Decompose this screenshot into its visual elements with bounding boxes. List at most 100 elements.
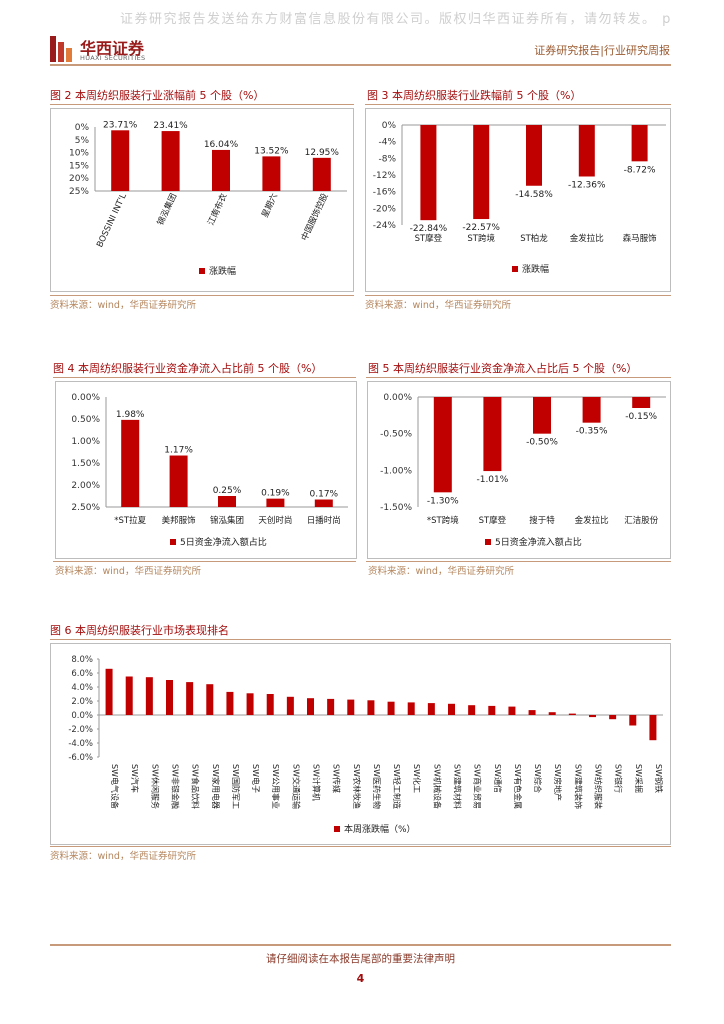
data-label: 23.41% [153, 121, 188, 131]
category-label: SW纺织服装 [594, 764, 604, 809]
figure-5-source: 资料来源：wind，华西证券研究所 [368, 566, 514, 577]
figure-6-svg: 8.0% 6.0% 4.0% 2.0% 0.0% -2.0% -4.0% -6.0% SW电气设… [68, 655, 664, 835]
bar [448, 703, 455, 715]
y-tick-label: -16% [373, 188, 397, 198]
bar [473, 125, 490, 220]
bar [145, 677, 153, 715]
category-label: ST摩登 [479, 515, 507, 526]
y-tick-label: 0.50% [71, 415, 100, 425]
category-label: 锦泓集团 [210, 515, 244, 526]
category-label: SW钢铁 [654, 764, 664, 793]
data-label: -12.36% [568, 181, 606, 191]
logo-subtitle: HUAXI SECURITIES [80, 54, 146, 62]
legend-label: 5日资金净流入额占比 [180, 536, 267, 548]
y-tick-label: -20% [373, 204, 397, 214]
data-label: 23.71% [103, 120, 138, 130]
y-tick-label: -0.50% [380, 430, 412, 440]
category-label: 日播时尚 [307, 515, 341, 526]
data-label: -0.35% [576, 427, 608, 437]
bar [582, 397, 601, 423]
legend-swatch [170, 539, 176, 545]
figure-4-title-line [53, 377, 356, 378]
y-tick-label: 2.00% [71, 481, 100, 491]
category-label: SW有色金属 [513, 764, 523, 809]
category-label: SW化工 [412, 764, 422, 793]
y-tick-label: 0% [382, 121, 397, 131]
legend-swatch [199, 268, 205, 274]
category-label: SW通信 [493, 764, 503, 793]
bar [105, 668, 113, 715]
bar [166, 680, 173, 715]
y-tick-label: 6.0% [71, 669, 93, 679]
figure-3-title: 图 3 本周纺织服装行业跌幅前 5 个股（%） [367, 89, 582, 102]
bar [578, 125, 595, 177]
bar [262, 156, 281, 191]
category-label: SW电子 [251, 764, 261, 793]
category-label: 搜于特 [529, 515, 555, 526]
figure-3-svg: 0% -4% -8% -12% -16% -20% -24% -22.84%ST摩登 -22.5… [373, 121, 666, 275]
data-label: -22.57% [462, 223, 500, 233]
y-tick-label: 8.0% [71, 655, 93, 665]
category-label: SW农林牧渔 [352, 764, 362, 809]
bar [609, 715, 617, 720]
data-label: -1.01% [476, 475, 508, 485]
category-label: 金发拉比 [570, 233, 604, 244]
footer-disclaimer: 请仔细阅读在本报告尾部的重要法律声明 [266, 953, 455, 965]
figure-4-source: 资料来源：wind，华西证券研究所 [55, 566, 201, 577]
y-tick-label: 10% [69, 149, 89, 159]
bar [407, 702, 415, 715]
category-label: SW轻工制造 [392, 764, 402, 809]
bar [427, 703, 435, 715]
bar [111, 130, 130, 191]
legend-swatch [512, 266, 518, 272]
category-label: SW建筑材料 [453, 764, 463, 809]
data-label: -8.72% [624, 165, 656, 175]
category-label: SW银行 [614, 764, 624, 793]
y-tick-label: 1.00% [71, 437, 100, 447]
report-type: 证券研究报告|行业研究周报 [534, 44, 670, 57]
bar [528, 710, 536, 715]
data-label: 0.25% [213, 486, 242, 496]
figure-4-source-line [53, 561, 356, 562]
figure-5-svg: 0.00% -0.50% -1.00% -1.50% -1.30% *ST跨境 -1.01%… [380, 393, 666, 548]
figure-3-chart: 0% -4% -8% -12% -16% -20% -24% -22.84% ST摩登 -22.5… [365, 108, 671, 292]
bar [212, 149, 230, 191]
category-label: SW建筑装饰 [573, 764, 583, 809]
data-label: -0.50% [526, 438, 558, 448]
figure-4-chart: 0.00% 0.50% 1.00% 1.50% 2.00% 2.50% 1.98% *ST拉夏… [55, 381, 357, 559]
category-label: ST跨境 [467, 233, 495, 244]
category-label: 中国服饰控股 [299, 191, 331, 242]
category-label: SW商业贸易 [473, 764, 483, 809]
bar [649, 715, 657, 741]
data-label: 0.19% [261, 489, 290, 499]
category-label: 星期六 [259, 191, 280, 219]
bar [266, 694, 274, 715]
category-label: SW非银金融 [171, 764, 181, 809]
y-tick-label: 2.0% [71, 697, 93, 707]
bar [433, 397, 452, 493]
y-tick-label: -4% [378, 138, 396, 148]
bar [347, 699, 355, 715]
figure-6-source: 资料来源：wind，华西证券研究所 [50, 851, 196, 862]
y-tick-label: 0.00% [383, 393, 412, 403]
y-tick-label: -1.50% [380, 503, 412, 513]
category-label: *ST跨境 [427, 515, 459, 526]
category-label: ST柏龙 [520, 233, 548, 244]
figure-6-title: 图 6 本周纺织服装行业市场表现排名 [50, 624, 229, 637]
data-label: 16.04% [204, 140, 239, 150]
header-divider [50, 64, 671, 66]
y-tick-label: 25% [69, 187, 89, 197]
bar [420, 125, 437, 221]
category-label: SW食品饮料 [191, 764, 201, 809]
data-label: 0.17% [310, 490, 339, 500]
bar [327, 698, 335, 715]
legend-label: 5日资金净流入额占比 [495, 536, 582, 548]
figure-5-chart: 0.00% -0.50% -1.00% -1.50% -1.30% *ST跨境 -1.01%… [367, 381, 671, 559]
category-label: SW机械设备 [432, 764, 442, 809]
figure-6-chart: 8.0% 6.0% 4.0% 2.0% 0.0% -2.0% -4.0% -6.0% SW电气设… [50, 643, 671, 845]
figure-6-title-line [50, 639, 671, 640]
category-label: 美邦服饰 [162, 515, 197, 526]
bar [483, 397, 502, 472]
bar [312, 157, 331, 191]
category-label: SW汽车 [130, 764, 140, 793]
